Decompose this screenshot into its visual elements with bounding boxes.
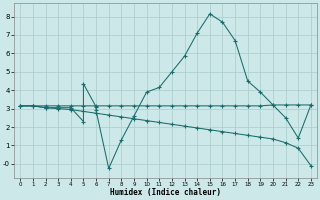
X-axis label: Humidex (Indice chaleur): Humidex (Indice chaleur) — [110, 188, 221, 197]
